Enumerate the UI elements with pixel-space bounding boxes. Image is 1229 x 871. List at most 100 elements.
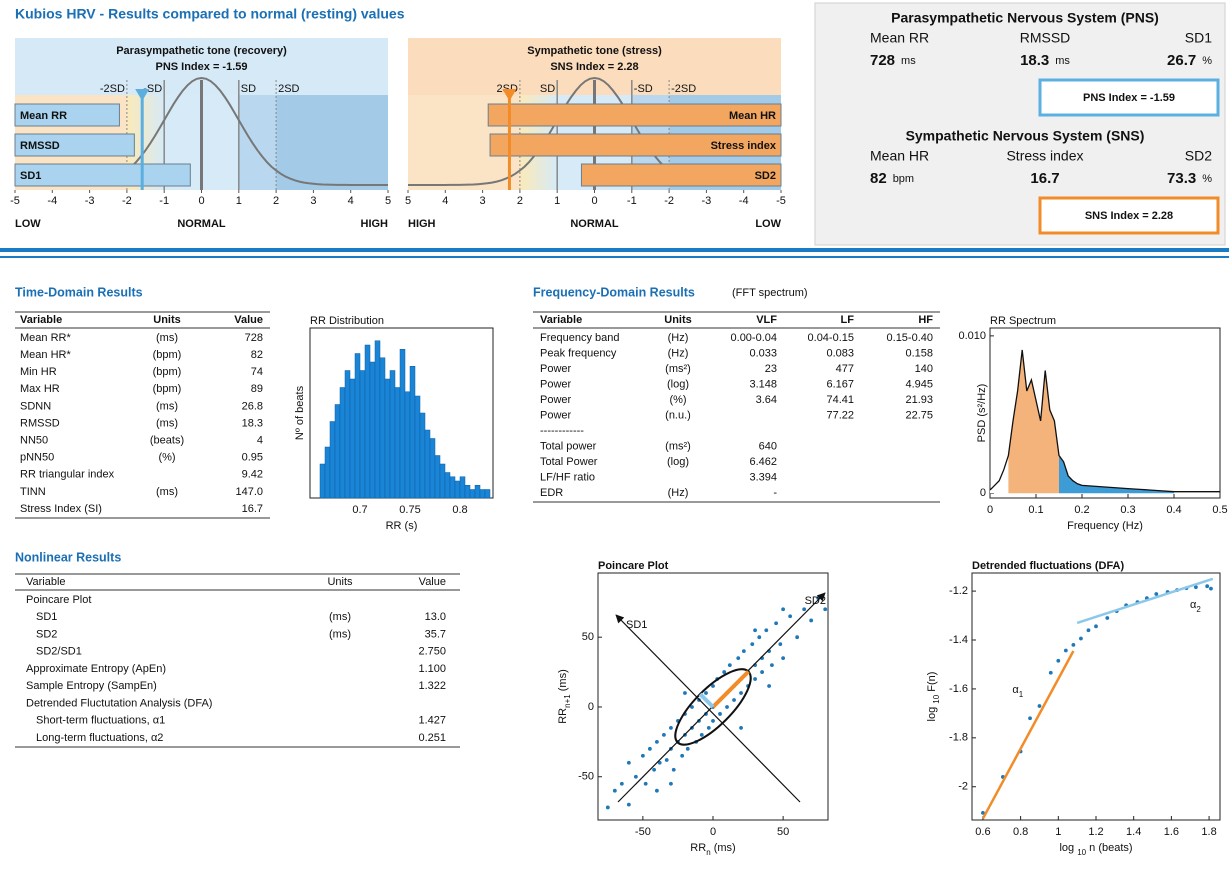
unit: % [1202,173,1212,185]
value: 16.7 [1030,170,1059,187]
gauge-bar-label: Mean HR [729,110,776,122]
point [781,607,786,612]
x-tick-label: -1 [159,195,169,207]
table-cell: (Hz) [668,487,689,499]
fit-label-part: α [1012,684,1019,696]
index-value: SNS Index = 2.28 [1085,210,1173,222]
fit-label-part: α [1190,599,1197,611]
x-tick-label: 0.4 [1166,504,1181,516]
table-cell: TINN [20,486,46,498]
point [725,705,729,709]
sd-label: -SD [634,83,653,95]
histogram-bar [419,412,426,499]
histogram-bar [384,378,391,499]
point [619,781,624,786]
histogram-bar [424,429,431,499]
x-tick-label: 1.6 [1164,826,1179,838]
x-tick-label: -4 [47,195,57,207]
table-cell: (bpm) [153,349,182,361]
summary-value: 73.3% [1167,170,1212,187]
sd-label: 2SD [278,83,299,95]
x-axis-label: Frequency (Hz) [1067,520,1143,532]
y-axis-label: log 10 F(n) [926,672,941,722]
divider [0,256,1229,258]
summary-title: Parasympathetic Nervous System (PNS) [891,10,1159,26]
table-header: Units [153,314,181,326]
table-cell: (ms) [156,486,178,498]
point [781,656,786,661]
band-area [1059,455,1174,494]
section-title: Frequency-Domain Results [533,285,695,299]
gauge-zone [238,95,277,190]
gauge-bar-label: RMSSD [20,140,60,152]
table-header: Units [327,576,353,588]
fit-line [1076,577,1214,625]
table-cell: Peak frequency [540,347,617,359]
point [795,635,800,640]
table-cell: (Hz) [668,347,689,359]
value: 728 [870,52,895,69]
point [1209,586,1213,591]
table-cell: (bpm) [153,383,182,395]
table-cell: Mean HR* [20,349,71,361]
histogram-bar [359,370,366,499]
sd1-axis [615,614,801,803]
table-cell: 16.7 [242,503,263,515]
histogram-bar [369,361,376,499]
table-cell: ------------ [540,425,584,437]
summary-label: RMSSD [1020,30,1071,46]
unit: bpm [893,173,914,185]
plot-area [597,572,829,821]
table-cell: 0.04-0.15 [808,332,854,344]
table-cell: 2.750 [418,646,446,658]
y-tick-label: -1.8 [949,732,968,744]
x-tick-label: 0.7 [352,504,367,516]
point [732,698,736,702]
table-cell: Power [540,363,572,375]
index-box [1038,196,1220,235]
point [1056,658,1061,663]
index-box [1038,78,1220,117]
histogram-bar [469,489,476,499]
y-axis-label-part: (ms) [557,669,569,694]
histogram-bar [354,353,361,499]
table-cell: LF/HF ratio [540,471,595,483]
section-subtitle: (FFT spectrum) [732,287,808,299]
table-cell: 140 [915,363,933,375]
value: 26.7 [1167,52,1196,69]
x-tick-label: -50 [635,826,651,838]
section-title: Nonlinear Results [15,550,121,564]
value: 18.3 [1020,52,1049,69]
point [699,732,704,737]
table-cell: 3.64 [756,394,777,406]
x-tick-label: -4 [739,195,749,207]
table-cell: Detrended Fluctutation Analysis (DFA) [26,697,212,709]
point [652,767,656,772]
x-tick-label: -5 [776,195,786,207]
table-cell: Short-term fluctuations, α1 [36,715,165,727]
gauge-bar [489,133,782,157]
x-tick-label: 4 [348,195,354,207]
table-cell: SD1 [36,611,57,623]
x-tick-label: 0.75 [399,504,420,516]
point [750,642,755,647]
histogram-bar [339,387,346,499]
fit-label: α2 [1190,599,1201,614]
summary-value: 26.7% [1167,52,1212,69]
point [767,684,771,688]
sd2-line [711,670,750,709]
histogram-bar [459,476,466,499]
table-cell: 18.3 [242,417,263,429]
y-tick-label: -50 [578,771,594,783]
table-cell: 3.394 [749,471,777,483]
table-cell: Power [540,409,572,421]
table-cell: (ms) [156,400,178,412]
point [753,677,757,681]
point [757,635,762,640]
table-header: VLF [756,314,777,326]
y-tick-label: 0 [588,701,594,713]
x-tick-label: 1 [554,195,560,207]
index-value: PNS Index = -1.59 [1083,92,1175,104]
table-cell: (log) [667,378,689,390]
table-cell: Long-term fluctuations, α2 [36,732,163,744]
